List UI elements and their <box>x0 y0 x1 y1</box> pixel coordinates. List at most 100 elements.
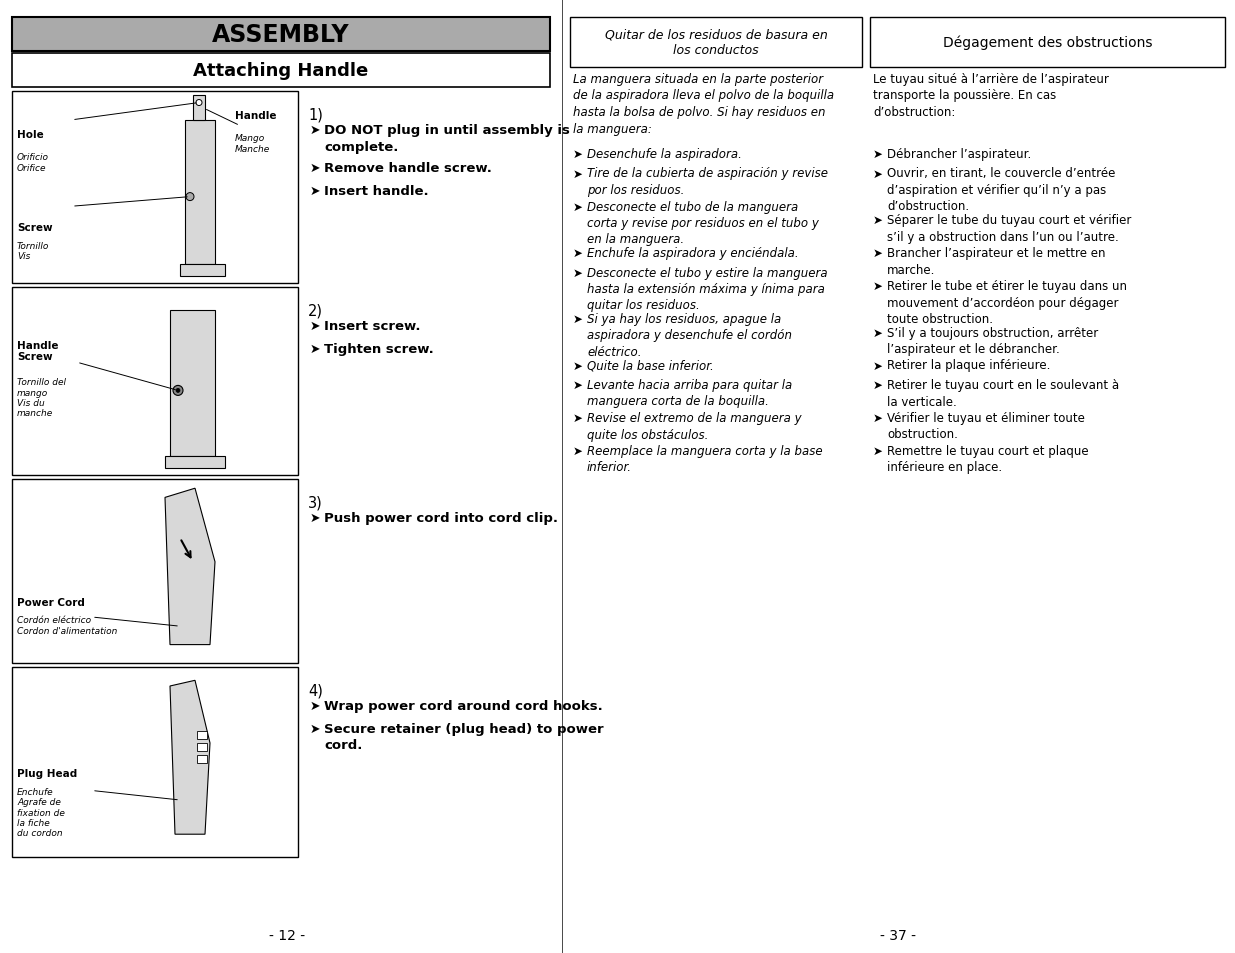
Bar <box>180 265 225 276</box>
Text: Retirer le tube et étirer le tuyau dans un
mouvement d’accordéon pour dégager
to: Retirer le tube et étirer le tuyau dans … <box>887 280 1128 326</box>
Text: Tornillo
Vis: Tornillo Vis <box>17 241 49 261</box>
Text: Push power cord into cord clip.: Push power cord into cord clip. <box>324 512 558 524</box>
Bar <box>198 756 207 763</box>
Text: Insert screw.: Insert screw. <box>324 319 420 333</box>
Text: ➤: ➤ <box>310 512 321 524</box>
Text: ➤: ➤ <box>573 247 583 260</box>
Bar <box>12 288 298 476</box>
Text: ➤: ➤ <box>573 378 583 392</box>
Text: ➤: ➤ <box>873 378 883 392</box>
Bar <box>12 54 550 88</box>
Text: Remettre le tuyau court et plaque
inférieure en place.: Remettre le tuyau court et plaque inféri… <box>887 444 1088 474</box>
Bar <box>12 479 298 663</box>
Text: Cordón eléctrico
Cordon d'alimentation: Cordón eléctrico Cordon d'alimentation <box>17 616 117 635</box>
Text: ➤: ➤ <box>310 319 321 333</box>
Text: Vérifier le tuyau et éliminer toute
obstruction.: Vérifier le tuyau et éliminer toute obst… <box>887 412 1084 441</box>
Text: Mango
Manche: Mango Manche <box>235 134 270 153</box>
Polygon shape <box>165 489 215 645</box>
Text: ➤: ➤ <box>873 444 883 457</box>
Text: - 12 -: - 12 - <box>269 928 305 942</box>
Text: Si ya hay los residuos, apague la
aspiradora y desenchufe el cordón
eléctrico.: Si ya hay los residuos, apague la aspira… <box>587 313 792 358</box>
Text: Séparer le tube du tuyau court et vérifier
s’il y a obstruction dans l’un ou l’a: Séparer le tube du tuyau court et vérifi… <box>887 213 1131 243</box>
Bar <box>198 743 207 751</box>
Text: Enchufe la aspiradora y enciéndala.: Enchufe la aspiradora y enciéndala. <box>587 247 799 260</box>
Text: ➤: ➤ <box>573 168 583 180</box>
Text: Desenchufe la aspiradora.: Desenchufe la aspiradora. <box>587 148 742 161</box>
Text: Attaching Handle: Attaching Handle <box>194 62 368 80</box>
Bar <box>170 311 215 456</box>
Text: ➤: ➤ <box>573 266 583 279</box>
Text: Desconecte el tubo de la manguera
corta y revise por residuos en el tubo y
en la: Desconecte el tubo de la manguera corta … <box>587 200 819 246</box>
Text: Ouvrir, en tirant, le couvercle d’entrée
d’aspiration et vérifier qu’il n’y a pa: Ouvrir, en tirant, le couvercle d’entrée… <box>887 168 1115 213</box>
Text: Orificio
Orifice: Orificio Orifice <box>17 153 49 172</box>
Text: ➤: ➤ <box>310 124 321 137</box>
Text: Levante hacia arriba para quitar la
manguera corta de la boquilla.: Levante hacia arriba para quitar la mang… <box>587 378 792 408</box>
Text: Hole: Hole <box>17 131 43 140</box>
Text: La manguera situada en la parte posterior
de la aspiradora lleva el polvo de la : La manguera situada en la parte posterio… <box>573 73 834 135</box>
Text: 4): 4) <box>308 683 322 699</box>
Text: Remove handle screw.: Remove handle screw. <box>324 162 492 174</box>
Text: ➤: ➤ <box>573 444 583 457</box>
Text: ➤: ➤ <box>873 168 883 180</box>
Text: Quitar de los residuos de basura en
los conductos: Quitar de los residuos de basura en los … <box>605 29 827 57</box>
Text: ➤: ➤ <box>573 148 583 161</box>
Text: ➤: ➤ <box>573 200 583 213</box>
Bar <box>869 18 1225 68</box>
Text: Insert handle.: Insert handle. <box>324 185 429 198</box>
Circle shape <box>173 386 183 396</box>
Text: Retirer le tuyau court en le soulevant à
la verticale.: Retirer le tuyau court en le soulevant à… <box>887 378 1119 408</box>
Text: Quite la base inferior.: Quite la base inferior. <box>587 359 714 372</box>
Text: 3): 3) <box>308 496 322 511</box>
Text: Handle: Handle <box>235 112 277 121</box>
Bar <box>193 95 205 121</box>
Text: ➤: ➤ <box>873 412 883 424</box>
Text: Wrap power cord around cord hooks.: Wrap power cord around cord hooks. <box>324 700 603 712</box>
Text: Tire de la cubierta de aspiración y revise
por los residuos.: Tire de la cubierta de aspiración y revi… <box>587 168 827 196</box>
Text: Desconecte el tubo y estire la manguera
hasta la extensión máxima y ínima para
q: Desconecte el tubo y estire la manguera … <box>587 266 827 313</box>
Text: Débrancher l’aspirateur.: Débrancher l’aspirateur. <box>887 148 1031 161</box>
Text: Reemplace la manguera corta y la base
inferior.: Reemplace la manguera corta y la base in… <box>587 444 823 474</box>
Circle shape <box>186 193 194 201</box>
Bar <box>198 732 207 740</box>
Text: Enchufe
Agrafe de
fixation de
la fiche
du cordon: Enchufe Agrafe de fixation de la fiche d… <box>17 787 65 838</box>
Bar <box>571 18 862 68</box>
Text: ➤: ➤ <box>873 359 883 372</box>
Text: ➤: ➤ <box>310 162 321 174</box>
Bar <box>12 18 550 52</box>
Text: ➤: ➤ <box>310 700 321 712</box>
Polygon shape <box>170 680 210 834</box>
Text: S’il y a toujours obstruction, arrêter
l’aspirateur et le débrancher.: S’il y a toujours obstruction, arrêter l… <box>887 326 1098 355</box>
Text: ➤: ➤ <box>573 313 583 326</box>
Bar <box>185 121 215 265</box>
Text: Tornillo del
mango
Vis du
manche: Tornillo del mango Vis du manche <box>17 377 65 418</box>
Text: - 37 -: - 37 - <box>879 928 915 942</box>
Bar <box>12 667 298 857</box>
Text: ➤: ➤ <box>873 280 883 293</box>
Text: ➤: ➤ <box>573 359 583 372</box>
Text: Handle
Screw: Handle Screw <box>17 340 58 362</box>
Text: ➤: ➤ <box>310 185 321 198</box>
Text: Secure retainer (plug head) to power
cord.: Secure retainer (plug head) to power cor… <box>324 722 604 752</box>
Text: Revise el extremo de la manguera y
quite los obstáculos.: Revise el extremo de la manguera y quite… <box>587 412 802 441</box>
Text: Plug Head: Plug Head <box>17 768 78 778</box>
Text: DO NOT plug in until assembly is
complete.: DO NOT plug in until assembly is complet… <box>324 124 569 153</box>
Text: 1): 1) <box>308 108 322 123</box>
Text: ➤: ➤ <box>310 722 321 735</box>
Text: ➤: ➤ <box>310 343 321 355</box>
Text: 2): 2) <box>308 304 324 318</box>
Text: Retirer la plaque inférieure.: Retirer la plaque inférieure. <box>887 359 1051 372</box>
Text: ASSEMBLY: ASSEMBLY <box>212 23 350 47</box>
Circle shape <box>177 389 180 393</box>
Text: Tighten screw.: Tighten screw. <box>324 343 433 355</box>
Text: Screw: Screw <box>17 222 53 233</box>
Text: ➤: ➤ <box>873 326 883 339</box>
Text: ➤: ➤ <box>873 148 883 161</box>
Text: ➤: ➤ <box>873 213 883 227</box>
Bar <box>12 91 298 284</box>
Circle shape <box>196 100 203 107</box>
Text: Power Cord: Power Cord <box>17 598 85 607</box>
Text: ➤: ➤ <box>573 412 583 424</box>
Text: Le tuyau situé à l’arrière de l’aspirateur
transporte la poussière. En cas
d’obs: Le tuyau situé à l’arrière de l’aspirate… <box>873 73 1109 119</box>
Bar <box>165 456 225 469</box>
Text: Dégagement des obstructions: Dégagement des obstructions <box>942 35 1152 51</box>
